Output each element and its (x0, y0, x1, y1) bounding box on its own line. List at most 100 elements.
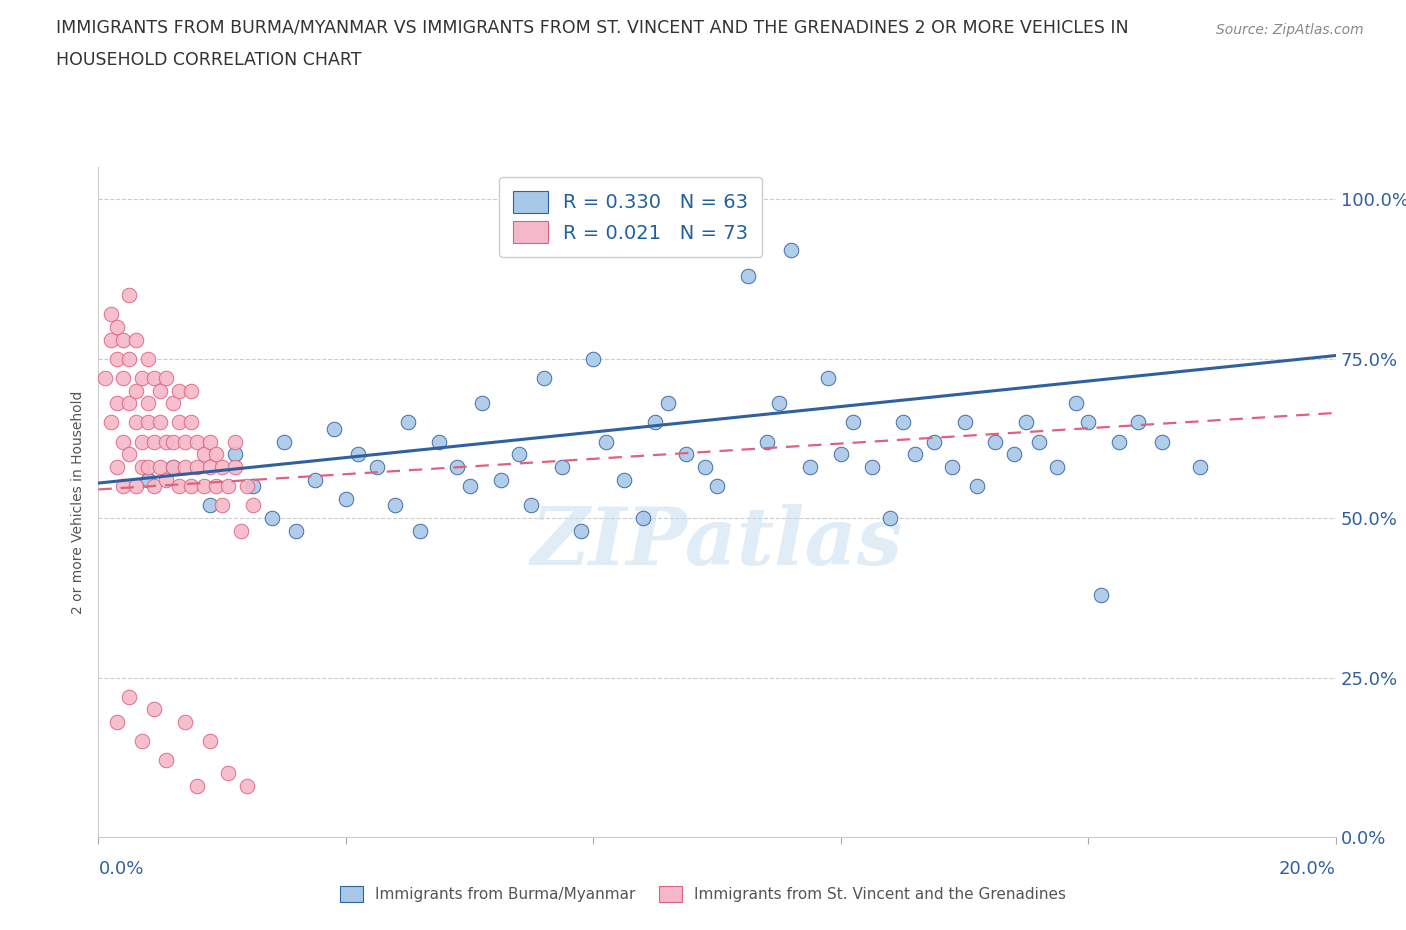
Point (205, 447, 228, 462)
Point (198, 734, 221, 749)
Point (613, 472, 636, 487)
Point (174, 434, 197, 449)
Point (105, 319, 128, 334)
Point (236, 778, 259, 793)
Point (471, 396, 494, 411)
Point (817, 370, 839, 385)
Point (427, 434, 450, 449)
Point (830, 447, 852, 462)
Point (1046, 459, 1069, 474)
Point (149, 459, 172, 474)
Point (304, 472, 326, 487)
Point (224, 459, 246, 474)
Point (904, 447, 927, 462)
Point (167, 383, 190, 398)
Point (198, 459, 221, 474)
Point (180, 479, 202, 494)
Point (217, 765, 239, 780)
Point (136, 352, 159, 366)
Point (582, 352, 605, 366)
Point (953, 415, 976, 430)
Point (162, 459, 184, 474)
Point (217, 479, 239, 494)
Point (118, 396, 141, 411)
Point (860, 459, 883, 474)
Point (124, 415, 146, 430)
Point (174, 715, 197, 730)
Point (105, 396, 128, 411)
Point (260, 511, 283, 525)
Point (236, 479, 259, 494)
Point (136, 396, 159, 411)
Point (193, 479, 215, 494)
Point (112, 479, 135, 494)
Point (93, 370, 115, 385)
Point (131, 459, 153, 474)
Point (180, 415, 202, 430)
Point (489, 472, 512, 487)
Point (112, 332, 135, 347)
Point (551, 459, 574, 474)
Point (644, 415, 666, 430)
Text: Source: ZipAtlas.com: Source: ZipAtlas.com (1216, 23, 1364, 37)
Point (1077, 415, 1099, 430)
Legend: Immigrants from Burma/Myanmar, Immigrants from St. Vincent and the Grenadines: Immigrants from Burma/Myanmar, Immigrant… (335, 880, 1071, 909)
Point (322, 421, 344, 436)
Point (155, 753, 177, 768)
Point (112, 370, 135, 385)
Point (186, 434, 208, 449)
Point (155, 434, 177, 449)
Point (136, 472, 159, 487)
Point (112, 434, 135, 449)
Point (105, 459, 128, 474)
Point (186, 778, 208, 793)
Point (124, 332, 146, 347)
Point (198, 498, 221, 512)
Point (347, 447, 370, 462)
Point (118, 689, 141, 704)
Point (162, 434, 184, 449)
Point (174, 459, 197, 474)
Point (105, 352, 128, 366)
Point (657, 396, 679, 411)
Point (737, 269, 759, 284)
Point (366, 459, 388, 474)
Point (149, 383, 172, 398)
Point (780, 243, 803, 258)
Point (143, 434, 166, 449)
Point (149, 415, 172, 430)
Point (446, 459, 468, 474)
Point (396, 415, 419, 430)
Point (799, 459, 821, 474)
Text: HOUSEHOLD CORRELATION CHART: HOUSEHOLD CORRELATION CHART (56, 51, 361, 69)
Point (1108, 434, 1130, 449)
Point (842, 415, 865, 430)
Text: IMMIGRANTS FROM BURMA/MYANMAR VS IMMIGRANTS FROM ST. VINCENT AND THE GRENADINES : IMMIGRANTS FROM BURMA/MYANMAR VS IMMIGRA… (56, 19, 1129, 36)
Text: ZIPatlas: ZIPatlas (531, 504, 903, 581)
Point (211, 498, 233, 512)
Point (205, 479, 228, 494)
Point (1064, 396, 1087, 411)
Point (595, 434, 617, 449)
Point (224, 447, 246, 462)
Point (155, 370, 177, 385)
Point (1028, 434, 1050, 449)
Point (136, 415, 159, 430)
Point (569, 524, 592, 538)
Point (118, 287, 141, 302)
Point (409, 524, 432, 538)
Point (768, 396, 790, 411)
Point (1126, 415, 1149, 430)
Point (520, 498, 543, 512)
Point (755, 434, 778, 449)
Point (508, 447, 530, 462)
Point (143, 370, 166, 385)
Point (162, 459, 184, 474)
Point (335, 492, 357, 507)
Point (285, 524, 308, 538)
Point (984, 434, 1007, 449)
Point (105, 715, 128, 730)
Point (162, 396, 184, 411)
Text: 20.0%: 20.0% (1279, 860, 1336, 878)
Point (1188, 459, 1211, 474)
